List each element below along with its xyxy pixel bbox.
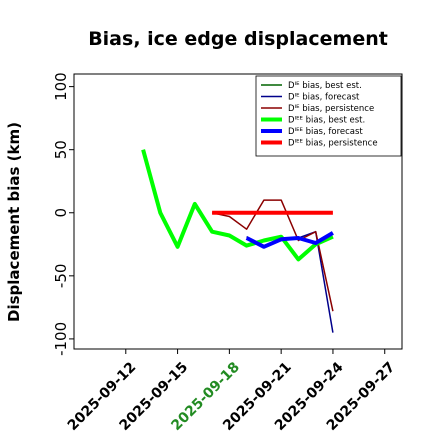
legend-entry: Dᴵᴱᴱ bias, forecast (288, 127, 363, 137)
y-ticks: 100 50 0 -50 -100 (52, 72, 74, 356)
legend: Dᴵᴱ bias, best est.Dᴵᴱ bias, forecastDᴵᴱ… (255, 75, 402, 157)
series-line (141, 149, 334, 262)
legend-entry: Dᴵᴱᴱ bias, persistence (288, 139, 378, 149)
y-tick-label: -50 (52, 264, 70, 289)
y-tick-label: 50 (52, 140, 70, 159)
series-line (245, 231, 334, 249)
y-axis-label: Displacement bias (km) (5, 122, 23, 322)
legend-entry: Dᴵᴱᴱ bias, best est. (288, 116, 365, 126)
y-tick-label: 0 (52, 208, 70, 218)
plot-area (73, 73, 403, 350)
y-tick-label: -100 (52, 322, 70, 356)
legend-entry: Dᴵᴱ bias, forecast (288, 93, 360, 103)
y-tick-label: 100 (52, 72, 70, 101)
chart-title: Bias, ice edge displacement (88, 28, 388, 50)
legend-entry: Dᴵᴱ bias, persistence (288, 104, 374, 114)
series-line (211, 199, 334, 312)
series-lines (141, 149, 334, 333)
legend-entry: Dᴵᴱ bias, best est. (288, 81, 362, 91)
x-ticks: 2025-09-122025-09-152025-09-182025-09-21… (65, 349, 398, 434)
